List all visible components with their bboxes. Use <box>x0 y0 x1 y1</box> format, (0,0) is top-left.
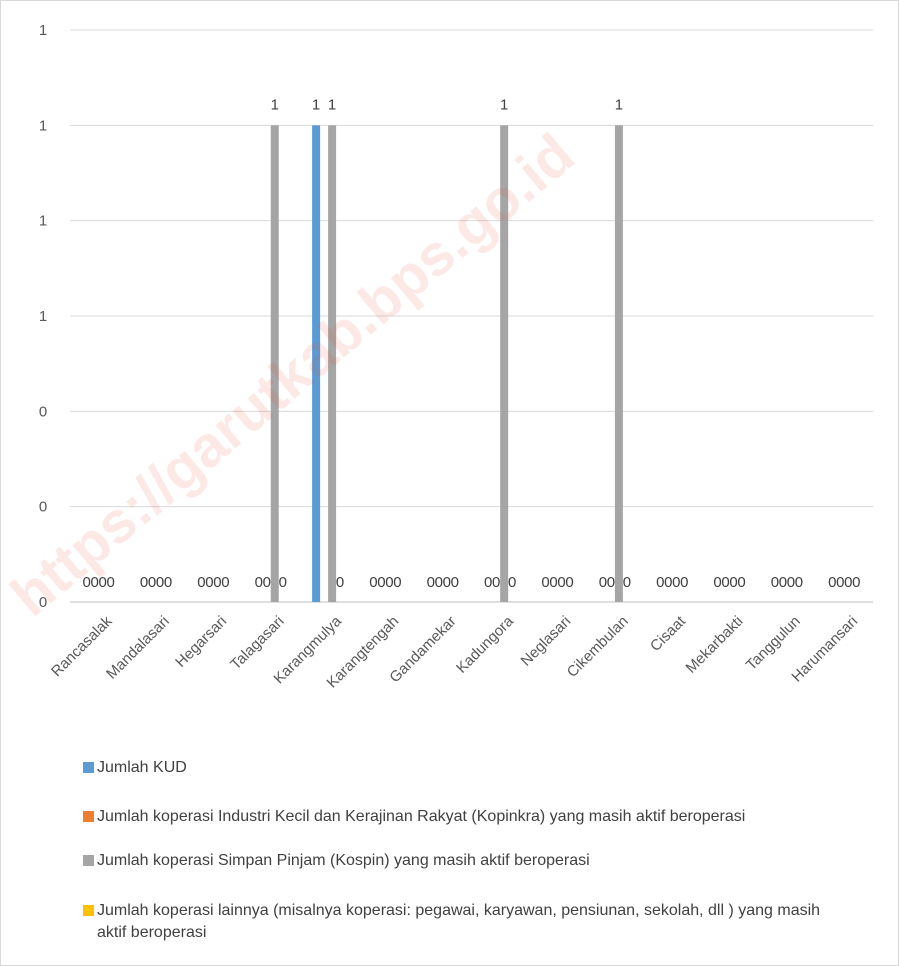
data-label: 0 <box>140 574 148 591</box>
data-label: 0 <box>737 574 745 591</box>
data-label: 0 <box>713 574 721 591</box>
legend-label-kospin: Jumlah koperasi Simpan Pinjam (Kospin) y… <box>97 852 590 869</box>
legend-label-lainnya: Jumlah koperasi lainnya (misalnya kopera… <box>97 902 821 941</box>
y-tick-label: 0 <box>39 499 47 516</box>
y-tick-label: 1 <box>39 213 47 230</box>
data-label: 0 <box>607 574 615 591</box>
bars <box>270 125 623 602</box>
x-tick-label: Kadungora <box>453 612 517 676</box>
data-label: 0 <box>656 574 664 591</box>
bar-3-talagasari <box>270 125 279 602</box>
legend-swatch-kospin <box>83 855 94 866</box>
legend-label-kud: Jumlah KUD <box>97 759 187 776</box>
legend-item-lainnya: Jumlah koperasi lainnya (misalnya kopera… <box>83 900 828 944</box>
y-tick-label: 0 <box>39 403 47 420</box>
y-tick-label: 1 <box>39 22 47 39</box>
data-label: 0 <box>795 574 803 591</box>
legend-item-kospin: Jumlah koperasi Simpan Pinjam (Kospin) y… <box>83 850 590 872</box>
data-label: 0 <box>164 574 172 591</box>
bar-3-kadungora <box>500 125 509 602</box>
data-label: 0 <box>549 574 557 591</box>
data-label: 0 <box>484 574 492 591</box>
data-label: 0 <box>369 574 377 591</box>
y-tick-label: 0 <box>39 594 47 611</box>
x-tick-label: Mekarbakti <box>683 613 747 677</box>
data-label: 1 <box>500 96 508 113</box>
x-tick-label: Tanggulun <box>743 613 804 674</box>
watermark: https://garutkab.bps.go.id <box>0 121 586 629</box>
y-tick-label: 1 <box>39 308 47 325</box>
data-label: 1 <box>312 96 320 113</box>
legend-item-kud: Jumlah KUD <box>83 757 187 779</box>
data-label: 0 <box>779 574 787 591</box>
data-label: 0 <box>599 574 607 591</box>
data-label: 0 <box>443 574 451 591</box>
data-label: 0 <box>221 574 229 591</box>
data-label: 0 <box>205 574 213 591</box>
y-axis-tick-labels: 0 0 0 1 1 1 1 <box>39 22 47 611</box>
data-label: 0 <box>213 574 221 591</box>
y-tick-label: 1 <box>39 117 47 134</box>
legend-swatch-kud <box>83 762 94 773</box>
x-tick-label: Cisaat <box>647 612 690 655</box>
data-label: 0 <box>828 574 836 591</box>
legend-swatch-lainnya <box>83 905 94 916</box>
x-tick-label: Talagasari <box>227 613 287 673</box>
data-label: 0 <box>852 574 860 591</box>
data-label: 0 <box>385 574 393 591</box>
legend-label-kopinkra: Jumlah koperasi Industri Kecil dan Keraj… <box>97 808 746 825</box>
data-label: 0 <box>91 574 99 591</box>
data-label: 0 <box>771 574 779 591</box>
data-label: 0 <box>721 574 729 591</box>
data-label: 0 <box>393 574 401 591</box>
data-label: 0 <box>492 574 500 591</box>
data-label: 0 <box>279 574 287 591</box>
data-label: 0 <box>435 574 443 591</box>
gridlines <box>70 29 873 603</box>
x-tick-label: Cikembulan <box>564 613 632 681</box>
data-label: 0 <box>99 574 107 591</box>
data-label: 0 <box>623 574 631 591</box>
x-tick-label: Neglasari <box>518 613 575 670</box>
data-label: 1 <box>615 96 623 113</box>
data-label: 0 <box>156 574 164 591</box>
data-label: 0 <box>148 574 156 591</box>
data-label: 0 <box>844 574 852 591</box>
data-label: 0 <box>565 574 573 591</box>
data-label: 0 <box>836 574 844 591</box>
legend-swatch-kopinkra <box>83 811 94 822</box>
data-label: 0 <box>557 574 565 591</box>
data-label: 1 <box>271 96 279 113</box>
data-label: 1 <box>328 96 336 113</box>
data-label: 0 <box>672 574 680 591</box>
data-label: 0 <box>541 574 549 591</box>
data-label: 0 <box>427 574 435 591</box>
bar-3-cikembulan <box>614 125 623 602</box>
data-label: 0 <box>451 574 459 591</box>
data-label: 0 <box>255 574 263 591</box>
data-label: 0 <box>680 574 688 591</box>
x-tick-label: Hegarsari <box>172 613 230 671</box>
data-label: 0 <box>508 574 516 591</box>
data-label: 0 <box>729 574 737 591</box>
data-label: 0 <box>377 574 385 591</box>
data-label: 0 <box>197 574 205 591</box>
data-label: 0 <box>107 574 115 591</box>
data-label: 0 <box>787 574 795 591</box>
bar-1-karangmulya <box>312 125 321 602</box>
data-label: 0 <box>263 574 271 591</box>
data-label: 0 <box>336 574 344 591</box>
data-label: 0 <box>83 574 91 591</box>
legend-item-kopinkra: Jumlah koperasi Industri Kecil dan Keraj… <box>83 806 828 828</box>
data-label: 0 <box>664 574 672 591</box>
bar-3-karangmulya <box>328 125 337 602</box>
